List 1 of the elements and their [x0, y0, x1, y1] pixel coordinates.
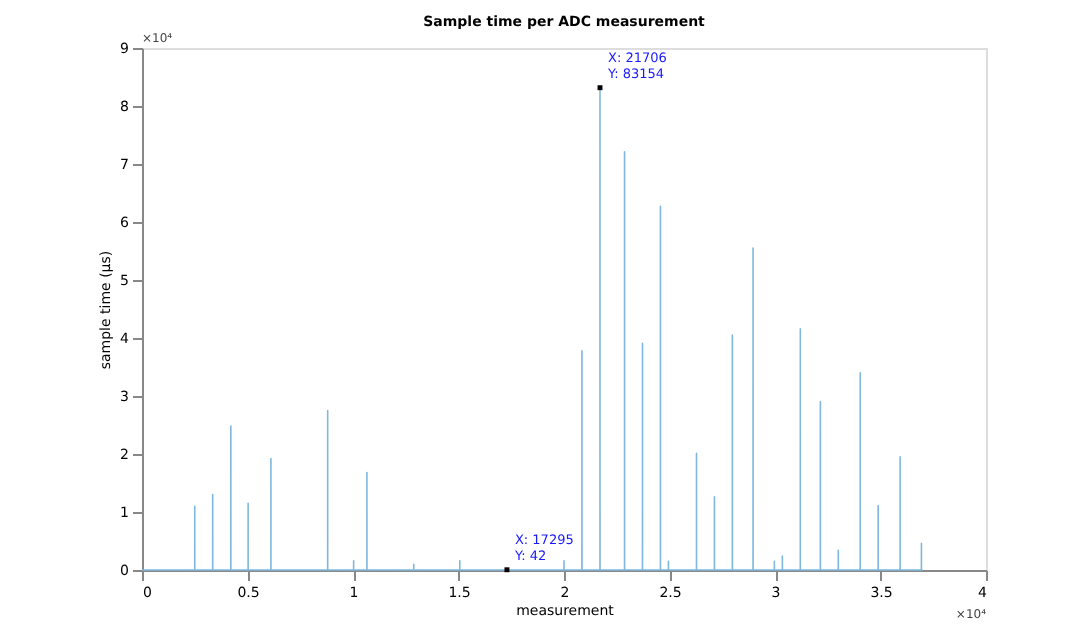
line-series — [141, 85, 924, 573]
